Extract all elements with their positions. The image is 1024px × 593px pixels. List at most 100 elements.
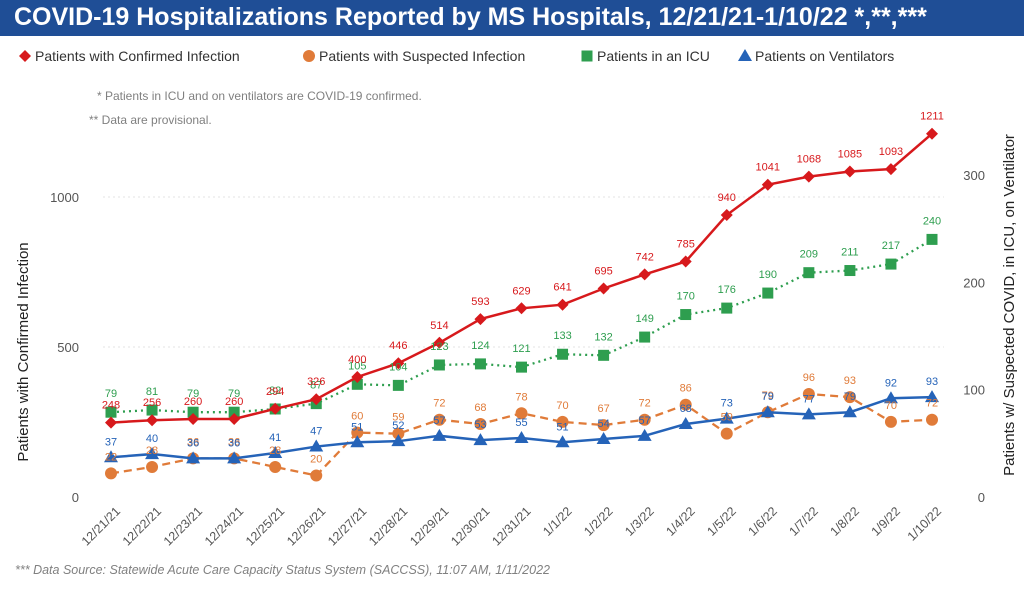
- data-label-patients-on-ventilators: 52: [392, 420, 404, 432]
- data-point-patients-with-suspected-infection: [433, 413, 446, 426]
- data-point-patients-in-an-icu: [516, 361, 527, 373]
- data-label-patients-on-ventilators: 57: [639, 415, 651, 427]
- data-label-patients-in-an-icu: 124: [471, 340, 489, 352]
- data-label-patients-in-an-icu: 132: [594, 331, 612, 343]
- data-point-patients-on-ventilators: [555, 435, 570, 448]
- series-layer: [104, 127, 939, 482]
- right-axis-title: Patients w/ Suspected COVID, in ICU, on …: [1001, 134, 1018, 476]
- data-label-patients-with-suspected-infection: 36: [228, 436, 240, 448]
- x-tick-label: 1/9/22: [869, 504, 904, 539]
- data-label-patients-with-confirmed-infection: 446: [389, 340, 407, 352]
- x-tick-label: 12/24/21: [202, 504, 246, 548]
- data-point-patients-in-an-icu: [433, 359, 445, 371]
- data-point-patients-with-suspected-infection: [556, 415, 569, 428]
- data-point-patients-with-suspected-infection: [351, 426, 364, 439]
- data-point-patients-on-ventilators: [227, 451, 242, 464]
- data-point-patients-in-an-icu: [721, 302, 733, 314]
- right-tick-label: 200: [963, 275, 985, 290]
- x-tick-label: 1/10/22: [905, 504, 944, 543]
- data-point-patients-with-suspected-infection: [310, 469, 323, 482]
- data-labels: 22 28 36 36 28 20 60 59 72 68 78 70 67 72 86 59 79 96 93 70…: [102, 111, 944, 466]
- title-banner: COVID-19 Hospitalizations Reported by MS…: [0, 0, 1024, 36]
- left-tick-label: 500: [57, 340, 79, 355]
- data-label-patients-with-confirmed-infection: 1068: [797, 154, 821, 166]
- data-point-patients-with-suspected-infection: [269, 460, 282, 473]
- right-tick-label: 100: [963, 383, 985, 398]
- data-label-patients-with-confirmed-infection: 514: [430, 320, 448, 332]
- x-tick-label: 1/7/22: [786, 504, 821, 539]
- data-label-patients-on-ventilators: 92: [885, 377, 897, 389]
- data-point-patients-with-suspected-infection: [926, 413, 938, 426]
- data-point-patients-in-an-icu: [639, 331, 651, 343]
- data-point-patients-on-ventilators: [801, 407, 816, 420]
- data-label-patients-with-confirmed-infection: 260: [225, 396, 243, 408]
- data-label-patients-on-ventilators: 41: [269, 432, 281, 444]
- data-point-patients-with-confirmed-infection: [474, 313, 487, 326]
- data-label-patients-in-an-icu: 79: [105, 388, 117, 400]
- legend: Patients with Confirmed Infection Patient…: [19, 48, 894, 64]
- data-point-patients-in-an-icu: [146, 404, 158, 416]
- data-label-patients-on-ventilators: 93: [926, 376, 938, 388]
- data-label-patients-with-confirmed-infection: 629: [512, 285, 530, 297]
- data-label-patients-with-confirmed-infection: 1211: [920, 111, 944, 123]
- note-icu-ventilators: * Patients in ICU and on ventilators are…: [97, 89, 422, 103]
- data-point-patients-in-an-icu: [598, 349, 610, 361]
- data-label-patients-with-confirmed-infection: 1041: [756, 162, 780, 174]
- legend-entry-patients-with-suspected-infection: Patients with Suspected Infection: [319, 48, 525, 64]
- data-point-patients-with-confirmed-infection: [556, 298, 569, 311]
- left-tick-label: 0: [72, 490, 79, 505]
- data-label-patients-in-an-icu: 81: [146, 386, 158, 398]
- data-label-patients-on-ventilators: 47: [310, 426, 322, 438]
- data-label-patients-on-ventilators: 51: [556, 421, 568, 433]
- data-point-patients-in-an-icu: [680, 309, 692, 321]
- data-point-patients-in-an-icu: [926, 233, 938, 245]
- data-label-patients-with-confirmed-infection: 695: [594, 266, 612, 278]
- data-label-patients-with-suspected-infection: 96: [803, 372, 815, 384]
- chart-title: COVID-19 Hospitalizations Reported by MS…: [14, 3, 927, 31]
- axes: 0 500 1000 0 100 200 300 Patients with Confirme…: [15, 134, 1018, 548]
- x-tick-label: 12/26/21: [284, 504, 328, 548]
- data-label-patients-with-suspected-infection: 72: [926, 398, 938, 410]
- data-label-patients-on-ventilators: 68: [680, 403, 692, 415]
- data-label-patients-with-confirmed-infection: 256: [143, 397, 161, 409]
- data-point-patients-with-suspected-infection: [843, 391, 856, 404]
- data-label-patients-with-suspected-infection: 67: [597, 403, 609, 415]
- x-tick-label: 1/1/22: [540, 504, 575, 539]
- data-point-patients-with-confirmed-infection: [515, 302, 528, 315]
- data-label-patients-in-an-icu: 217: [882, 240, 900, 252]
- data-label-patients-with-confirmed-infection: 1093: [879, 146, 903, 158]
- data-label-patients-with-confirmed-infection: 260: [184, 396, 202, 408]
- x-tick-label: 12/25/21: [243, 504, 287, 548]
- data-point-patients-with-confirmed-infection: [843, 165, 856, 178]
- data-point-patients-with-confirmed-infection: [269, 402, 282, 415]
- data-label-patients-on-ventilators: 51: [351, 421, 363, 433]
- x-tick-label: 12/30/21: [448, 504, 492, 548]
- right-tick-label: 0: [978, 490, 985, 505]
- data-label-patients-with-suspected-infection: 59: [721, 412, 733, 424]
- data-label-patients-in-an-icu: 105: [348, 360, 366, 372]
- data-point-patients-with-confirmed-infection: [310, 393, 323, 406]
- legend-entry-patients-on-ventilators: Patients on Ventilators: [755, 48, 894, 64]
- data-label-patients-on-ventilators: 36: [228, 437, 240, 449]
- data-label-patients-with-suspected-infection: 70: [885, 400, 897, 412]
- x-tick-label: 1/6/22: [745, 504, 780, 539]
- data-point-patients-in-an-icu: [885, 258, 897, 270]
- data-label-patients-with-suspected-infection: 86: [680, 383, 692, 395]
- data-label-patients-in-an-icu: 79: [187, 388, 199, 400]
- data-label-patients-on-ventilators: 57: [433, 415, 445, 427]
- x-tick-label: 1/8/22: [828, 504, 863, 539]
- data-label-patients-in-an-icu: 123: [430, 341, 448, 353]
- data-point-patients-on-ventilators: [842, 405, 857, 418]
- data-label-patients-in-an-icu: 87: [310, 380, 322, 392]
- data-point-patients-on-ventilators: [883, 391, 898, 404]
- data-label-patients-with-suspected-infection: 59: [392, 412, 404, 424]
- data-label-patients-in-an-icu: 176: [718, 284, 736, 296]
- x-tick-label: 1/5/22: [704, 504, 739, 539]
- legend-marker-patients-with-suspected-infection: [303, 50, 315, 62]
- legend-entry-patients-with-confirmed-infection: Patients with Confirmed Infection: [35, 48, 240, 64]
- data-point-patients-in-an-icu: [557, 348, 569, 360]
- data-label-patients-in-an-icu: 79: [228, 388, 240, 400]
- data-label-patients-with-suspected-infection: 36: [187, 436, 199, 448]
- data-label-patients-with-confirmed-infection: 742: [635, 251, 653, 263]
